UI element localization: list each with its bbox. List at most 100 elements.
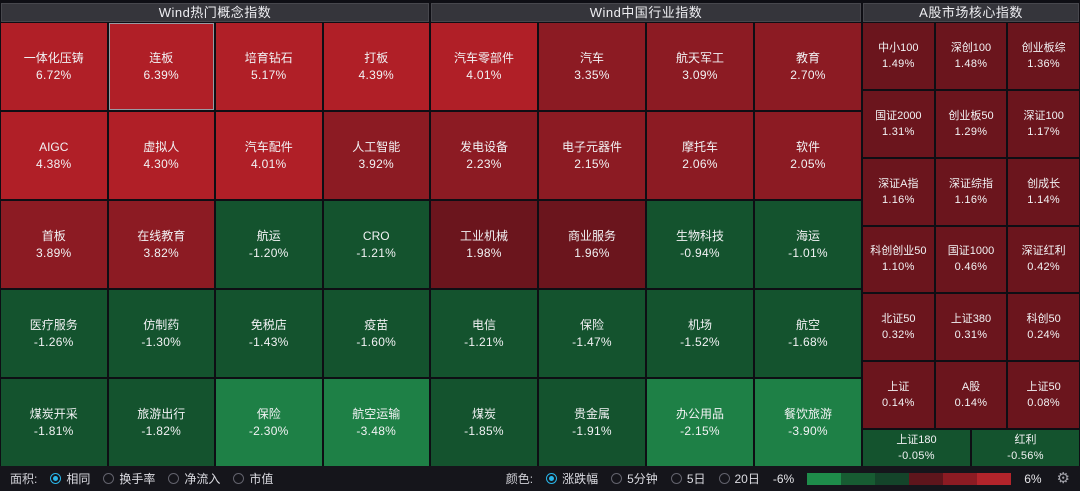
cell-name: 煤炭 bbox=[471, 406, 496, 421]
heatmap-cell[interactable]: 摩托车 2.06% bbox=[647, 112, 753, 199]
heatmap-cell[interactable]: 软件 2.05% bbox=[755, 112, 861, 199]
settings-gear-icon[interactable]: ⚙ bbox=[1056, 470, 1070, 487]
heatmap-cell[interactable]: 首板 3.89% bbox=[1, 201, 107, 288]
panel-title: Wind中国行业指数 bbox=[431, 3, 861, 22]
color-option[interactable]: 20日 bbox=[718, 470, 760, 487]
area-option[interactable]: 净流入 bbox=[168, 470, 220, 487]
heatmap-cell[interactable]: 汽车零部件 4.01% bbox=[431, 23, 537, 110]
heatmap-cell[interactable]: 红利 -0.56% bbox=[971, 430, 1079, 466]
color-option[interactable]: 5分钟 bbox=[611, 470, 658, 487]
heatmap-cell[interactable]: 医疗服务 -1.26% bbox=[1, 290, 107, 377]
cell-pct: 3.82% bbox=[143, 245, 180, 260]
heatmap-cell[interactable]: 海运 -1.01% bbox=[755, 201, 861, 288]
heatmap-cell[interactable]: 科创50 0.24% bbox=[1008, 294, 1079, 361]
cell-pct: 4.01% bbox=[250, 156, 287, 171]
heatmap-cell[interactable]: 中小100 1.49% bbox=[863, 23, 934, 89]
heatmap-cell[interactable]: AIGC 4.38% bbox=[1, 112, 107, 199]
heatmap-cell[interactable]: 培育钻石 5.17% bbox=[216, 23, 322, 110]
cell-pct: 0.32% bbox=[881, 329, 915, 342]
radio-icon[interactable] bbox=[670, 473, 682, 484]
heatmap-cell[interactable]: 上证180 -0.05% bbox=[863, 430, 970, 466]
cell-name: 科创创业50 bbox=[870, 245, 927, 258]
radio-selected-icon[interactable] bbox=[546, 473, 558, 484]
area-option[interactable]: 市值 bbox=[233, 470, 273, 487]
heatmap-cell[interactable]: 工业机械 1.98% bbox=[431, 201, 537, 288]
heatmap-cell[interactable]: 国证1000 0.46% bbox=[935, 226, 1007, 293]
heatmap-cell[interactable]: 一体化压铸 6.72% bbox=[1, 23, 107, 110]
heatmap-cell[interactable]: 上证380 0.31% bbox=[935, 294, 1007, 361]
heatmap-cell[interactable]: 生物科技 -0.94% bbox=[647, 201, 753, 288]
heatmap-cell[interactable]: 虚拟人 4.30% bbox=[108, 112, 214, 199]
radio-icon[interactable] bbox=[718, 473, 730, 484]
area-option[interactable]: 相同 bbox=[50, 470, 90, 487]
area-option[interactable]: 换手率 bbox=[103, 470, 155, 487]
color-option[interactable]: 涨跌幅 bbox=[546, 470, 598, 487]
heatmap-cell[interactable]: 在线教育 3.82% bbox=[108, 201, 214, 288]
heatmap-cell[interactable]: 航空运输 -3.48% bbox=[323, 379, 429, 466]
heatmap-cell[interactable]: 办公用品 -2.15% bbox=[647, 379, 753, 466]
heatmap-cell[interactable]: 煤炭 -1.85% bbox=[431, 379, 537, 466]
heatmap-cell[interactable]: 煤炭开采 -1.81% bbox=[1, 379, 107, 466]
heatmap-cell[interactable]: 汽车 3.35% bbox=[539, 23, 645, 110]
heatmap-cell[interactable]: 贵金属 -1.91% bbox=[539, 379, 645, 466]
heatmap-cell[interactable]: 疫苗 -1.60% bbox=[323, 290, 429, 377]
heatmap-cell[interactable]: 仿制药 -1.30% bbox=[108, 290, 214, 377]
cell-name: 工业机械 bbox=[459, 228, 508, 243]
heatmap-cell[interactable]: 保险 -2.30% bbox=[216, 379, 322, 466]
heatmap-cell[interactable]: 航空 -1.68% bbox=[755, 290, 861, 377]
heatmap-cell[interactable]: 汽车配件 4.01% bbox=[216, 112, 322, 199]
heatmap-cell[interactable]: 保险 -1.47% bbox=[539, 290, 645, 377]
heatmap-cell[interactable]: 北证50 0.32% bbox=[863, 294, 934, 361]
heatmap-cell[interactable]: 电信 -1.21% bbox=[431, 290, 537, 377]
heatmap-cell[interactable]: 深证A指 1.16% bbox=[863, 158, 934, 225]
cell-name: 仿制药 bbox=[143, 317, 180, 332]
heatmap-cell[interactable]: 科创创业50 1.10% bbox=[863, 226, 934, 293]
heatmap-cell[interactable]: 创业板综 1.36% bbox=[1008, 23, 1079, 89]
heatmap-cell[interactable]: 机场 -1.52% bbox=[647, 290, 753, 377]
heatmap-cell[interactable]: 餐饮旅游 -3.90% bbox=[755, 379, 861, 466]
radio-icon[interactable] bbox=[103, 473, 115, 484]
heatmap-cell[interactable]: 上证50 0.08% bbox=[1008, 362, 1079, 428]
heatmap-cell[interactable]: 旅游出行 -1.82% bbox=[108, 379, 214, 466]
heatmap-cell[interactable]: A股 0.14% bbox=[935, 362, 1007, 428]
cell-name: 一体化压铸 bbox=[23, 50, 84, 65]
cell-pct: -0.94% bbox=[680, 245, 720, 260]
cell-name: 打板 bbox=[364, 50, 389, 65]
heatmap-cell[interactable]: 免税店 -1.43% bbox=[216, 290, 322, 377]
cell-name: 创成长 bbox=[1027, 177, 1061, 190]
heatmap-cell[interactable]: 上证 0.14% bbox=[863, 362, 934, 428]
heatmap-cell[interactable]: 国证2000 1.31% bbox=[863, 90, 934, 157]
radio-icon[interactable] bbox=[233, 473, 245, 484]
cell-name: 商业服务 bbox=[567, 228, 616, 243]
heatmap-cell[interactable]: 商业服务 1.96% bbox=[539, 201, 645, 288]
heatmap-cell[interactable]: 电子元器件 2.15% bbox=[539, 112, 645, 199]
heatmap-cell[interactable]: 创成长 1.14% bbox=[1008, 158, 1079, 225]
radio-icon[interactable] bbox=[611, 473, 623, 484]
heatmap-cell[interactable]: 深证综指 1.16% bbox=[935, 158, 1007, 225]
cell-pct: -1.01% bbox=[788, 245, 828, 260]
cell-pct: 1.16% bbox=[881, 193, 915, 206]
heatmap-cell[interactable]: 深创100 1.48% bbox=[935, 23, 1007, 89]
cell-name: 深证红利 bbox=[1021, 245, 1066, 258]
cell-pct: -1.91% bbox=[572, 423, 612, 438]
heatmap-cell[interactable]: 人工智能 3.92% bbox=[323, 112, 429, 199]
cell-pct: 1.36% bbox=[1027, 57, 1060, 70]
cell-pct: -1.26% bbox=[33, 334, 74, 349]
heatmap-cell[interactable]: 航运 -1.20% bbox=[216, 201, 322, 288]
heatmap-cell[interactable]: 航天军工 3.09% bbox=[647, 23, 753, 110]
heatmap-cell[interactable]: 打板 4.39% bbox=[323, 23, 429, 110]
heatmap-cell[interactable]: 发电设备 2.23% bbox=[431, 112, 537, 199]
heatmap-cell[interactable]: 连板 6.39% bbox=[108, 23, 214, 110]
cell-pct: -1.82% bbox=[141, 423, 182, 438]
radio-label: 净流入 bbox=[184, 472, 221, 486]
heatmap-cell[interactable]: 教育 2.70% bbox=[755, 23, 861, 110]
heatmap-cell[interactable]: CRO -1.21% bbox=[323, 201, 429, 288]
heatmap-cell[interactable]: 深证红利 0.42% bbox=[1008, 226, 1079, 293]
radio-icon[interactable] bbox=[168, 473, 180, 484]
heatmap-cell[interactable]: 深证100 1.17% bbox=[1008, 90, 1079, 157]
radio-selected-icon[interactable] bbox=[50, 473, 62, 484]
heatmap-cell[interactable]: 创业板50 1.29% bbox=[935, 90, 1007, 157]
cell-name: 北证50 bbox=[881, 313, 916, 326]
color-option[interactable]: 5日 bbox=[670, 470, 706, 487]
cell-pct: 3.09% bbox=[682, 67, 718, 82]
